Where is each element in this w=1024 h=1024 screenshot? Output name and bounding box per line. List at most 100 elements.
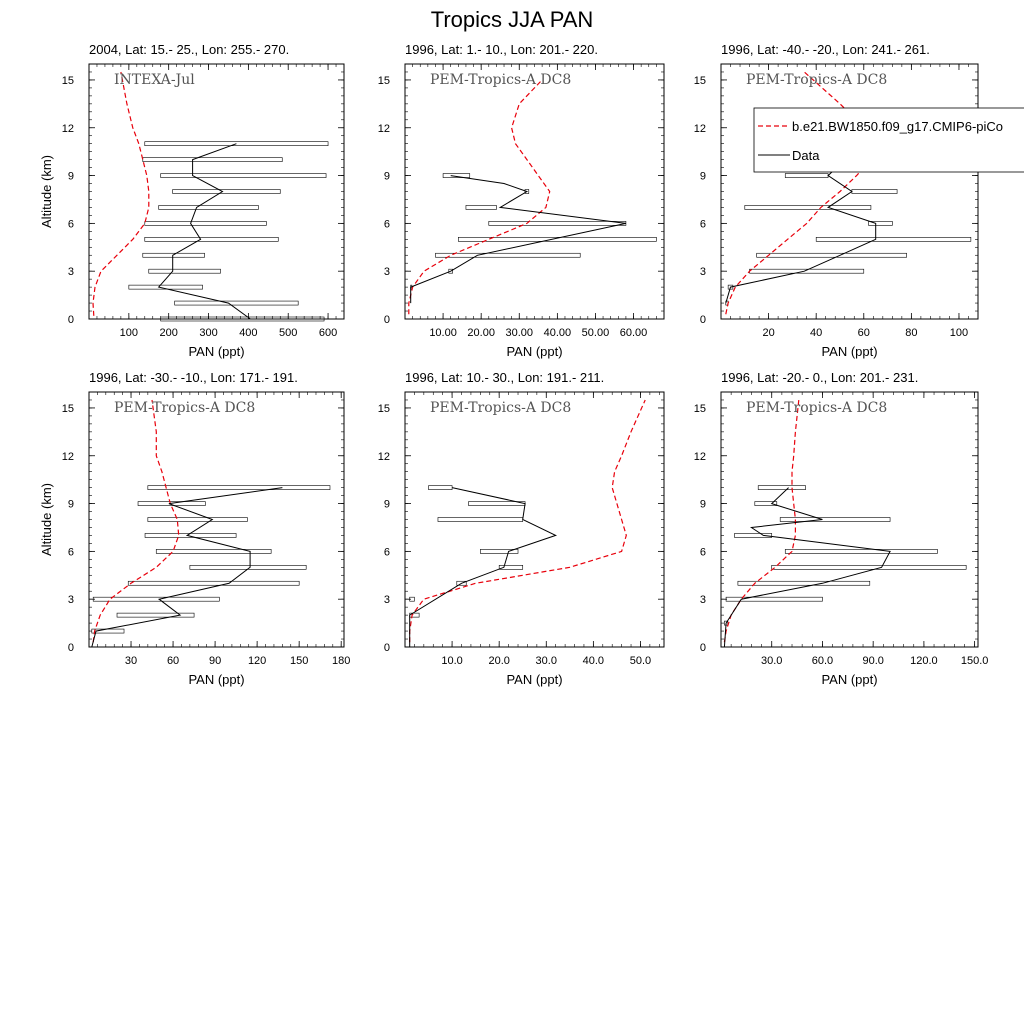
legend-box (753, 107, 1024, 173)
x-axis-label: PAN (ppt) (188, 344, 244, 359)
x-axis-label: PAN (ppt) (506, 344, 562, 359)
plot-frame (404, 63, 665, 320)
y-tick-label: 12 (62, 123, 74, 135)
range-bar (155, 549, 272, 554)
x-axis-label: PAN (ppt) (821, 344, 877, 359)
y-tick-label: 15 (694, 75, 706, 87)
y-tick-label: 3 (68, 594, 74, 606)
range-bar (498, 565, 524, 570)
x-tick-label: 50.00 (582, 327, 610, 339)
legend: b.e21.BW1850.f09_g17.CMIP6-piCo Data (753, 107, 1024, 173)
x-tick-label: 30.00 (505, 327, 533, 339)
y-tick-label: 12 (694, 451, 706, 463)
data-line (725, 159, 877, 304)
y-tick-label: 9 (700, 499, 706, 511)
x-tick-label: 150 (290, 655, 308, 667)
x-tick-label: 30 (125, 655, 137, 667)
y-tick-label: 12 (378, 451, 390, 463)
y-tick-label: 6 (700, 218, 706, 230)
model-line (725, 71, 877, 315)
x-tick-label: 50.0 (630, 655, 651, 667)
range-bar (137, 501, 206, 506)
y-tick-label: 0 (700, 642, 706, 654)
range-bar (174, 300, 299, 306)
panel-5: 1996, Lat: 10.- 30., Lon: 191.- 211. 10.0… (378, 370, 665, 687)
range-bar (784, 549, 938, 554)
x-tick-label: 60.00 (620, 327, 648, 339)
y-tick-label: 0 (700, 314, 706, 326)
range-bar (172, 189, 281, 194)
x-tick-label: 100 (950, 327, 968, 339)
y-tick-label: 15 (62, 403, 74, 415)
x-tick-label: 60.0 (812, 655, 833, 667)
x-tick-label: 400 (239, 327, 257, 339)
range-bar (524, 189, 530, 194)
range-bar (160, 173, 327, 178)
y-tick-label: 9 (384, 171, 390, 183)
y-tick-label: 12 (694, 123, 706, 135)
y-tick-label: 6 (384, 218, 390, 230)
range-bar (116, 612, 195, 618)
y-tick-label: 0 (384, 314, 390, 326)
range-bar (456, 580, 467, 586)
range-bar (744, 205, 872, 210)
x-tick-label: 40.00 (544, 327, 572, 339)
y-axis-label: Altitude (km) (39, 483, 54, 556)
range-bar (756, 252, 907, 258)
x-tick-label: 150.0 (961, 655, 989, 667)
range-bar (868, 221, 893, 226)
x-tick-label: 120.0 (910, 655, 938, 667)
range-bar (409, 596, 415, 602)
model-line (409, 399, 646, 643)
panel-title: 1996, Lat: -20.- 0., Lon: 201.- 231. (721, 370, 918, 385)
data-line (723, 487, 891, 648)
y-tick-label: 3 (700, 594, 706, 606)
model-line (92, 71, 150, 316)
x-tick-label: 10.00 (429, 327, 457, 339)
data-line (157, 143, 251, 320)
range-bar (754, 501, 778, 506)
x-tick-label: 300 (199, 327, 217, 339)
plot-frame (88, 391, 345, 648)
x-tick-label: 40.0 (583, 655, 604, 667)
range-bar (142, 157, 283, 162)
panel-title: 1996, Lat: 1.- 10., Lon: 201.- 220. (405, 42, 598, 57)
x-tick-label: 40 (810, 327, 822, 339)
x-axis-label: PAN (ppt) (188, 672, 244, 687)
plot-frame (88, 63, 345, 320)
x-tick-label: 80 (905, 327, 917, 339)
y-tick-label: 6 (700, 546, 706, 558)
range-bar (142, 252, 205, 258)
range-bar (779, 517, 891, 522)
range-bar (734, 533, 773, 538)
x-tick-label: 120 (248, 655, 266, 667)
y-tick-label: 6 (68, 218, 74, 230)
y-tick-label: 12 (62, 451, 74, 463)
legend-data-label: Data (792, 148, 820, 163)
x-tick-label: 200 (160, 327, 178, 339)
range-bar (158, 205, 259, 210)
x-tick-label: 60 (858, 327, 870, 339)
plot-frame (404, 391, 665, 648)
panel-title: 1996, Lat: 10.- 30., Lon: 191.- 211. (405, 370, 604, 385)
range-bar (442, 173, 471, 178)
panels: 2004, Lat: 15.- 25., Lon: 255.- 270. 100 2… (39, 42, 988, 687)
panel-3: 1996, Lat: -40.- -20., Lon: 241.- 261. 20… (694, 42, 979, 359)
x-tick-label: 600 (319, 327, 337, 339)
range-bar (147, 485, 331, 490)
x-tick-label: 60 (167, 655, 179, 667)
panel-2: 1996, Lat: 1.- 10., Lon: 201.- 220. 10.00… (378, 42, 665, 359)
campaign-annotation: PEM-Tropics-A DC8 (430, 72, 571, 88)
panel-title: 1996, Lat: -30.- -10., Lon: 171.- 191. (89, 370, 298, 385)
x-tick-label: 20.0 (488, 655, 509, 667)
y-tick-label: 3 (384, 594, 390, 606)
x-tick-label: 20 (762, 327, 774, 339)
campaign-annotation: PEM-Tropics-A DC8 (430, 400, 571, 416)
range-bar (147, 517, 248, 522)
y-tick-label: 15 (378, 403, 390, 415)
panel-6: 1996, Lat: -20.- 0., Lon: 201.- 231. 30.0… (694, 370, 989, 687)
panel-1: 2004, Lat: 15.- 25., Lon: 255.- 270. 100 2… (39, 42, 345, 359)
range-bar (144, 141, 329, 146)
range-bar (815, 237, 972, 242)
